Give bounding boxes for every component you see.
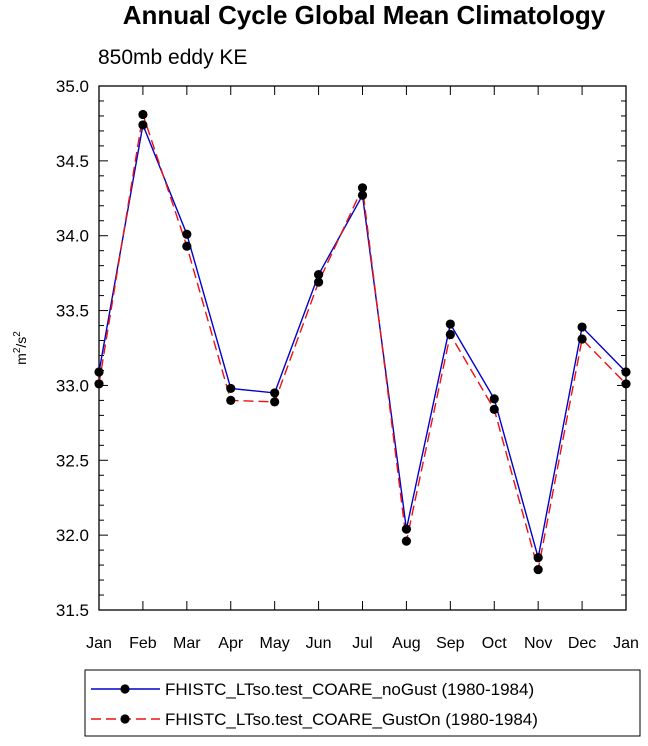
series-2-point xyxy=(182,241,192,251)
x-tick-label: Jan xyxy=(86,635,112,652)
series-1-point xyxy=(489,394,499,404)
series-1-point xyxy=(445,319,455,329)
chart-title: Annual Cycle Global Mean Climatology xyxy=(123,0,606,30)
x-tick-label: Jan xyxy=(613,635,639,652)
series-2-point xyxy=(94,379,104,389)
x-tick-label: Oct xyxy=(482,635,507,652)
legend-marker-1 xyxy=(120,684,130,694)
series-1-point xyxy=(621,367,631,377)
series-2-point xyxy=(138,109,148,120)
y-axis-label-exp2: 2 xyxy=(12,331,23,337)
series-1-point xyxy=(313,270,324,280)
y-axis-label-base: m xyxy=(13,353,29,365)
y-tick-label: 35.0 xyxy=(56,77,89,96)
series-1-point xyxy=(182,229,192,239)
x-tick-label: Jul xyxy=(352,635,372,652)
series-1-point xyxy=(138,120,148,130)
series-2-point xyxy=(489,404,499,414)
legend: FHISTC_LTso.test_COARE_noGust (1980-1984… xyxy=(84,669,641,737)
series-line-2 xyxy=(98,114,627,570)
y-tick-label: 31.5 xyxy=(56,601,89,620)
series-2-point xyxy=(357,183,368,193)
x-tick-label: Feb xyxy=(129,635,157,652)
series-1-point xyxy=(94,367,104,377)
chart-subtitle: 850mb eddy KE xyxy=(98,46,247,69)
series-2-point xyxy=(270,397,280,407)
series-1-point xyxy=(401,524,412,534)
x-tick-label: Jun xyxy=(306,635,332,652)
y-tick-label: 33.5 xyxy=(56,302,89,321)
x-tick-label: Apr xyxy=(218,635,244,652)
y-axis-label-exp1: 2 xyxy=(12,347,23,353)
series-2-point xyxy=(401,536,412,546)
x-tick-label: May xyxy=(260,635,290,652)
series-1-point xyxy=(226,383,236,394)
y-tick-label: 32.5 xyxy=(56,451,89,470)
y-tick-label: 32.0 xyxy=(56,526,89,545)
series-2-point xyxy=(445,329,455,340)
y-tick-label: 34.5 xyxy=(56,152,89,171)
plot-area: 31.5 32.0 32.5 33.0 33.5 34.0 34.5 35.0 Jan Feb Ma… xyxy=(56,77,639,652)
y-tick-label: 34.0 xyxy=(56,227,89,246)
legend-box xyxy=(84,669,641,737)
x-tick-label: Sep xyxy=(436,635,465,652)
series-1-point xyxy=(270,388,280,398)
x-tick-label: Nov xyxy=(524,635,552,652)
x-tick-label: Dec xyxy=(568,635,596,652)
plot-frame xyxy=(98,85,627,611)
y-axis-label-mid: /s xyxy=(13,337,29,348)
y-axis-label: m2/s2 xyxy=(12,331,29,365)
legend-label-2: FHISTC_LTso.test_COARE_GustOn (1980-1984… xyxy=(165,710,538,729)
series-1-point xyxy=(577,322,587,332)
svg-text:m2/s2: m2/s2 xyxy=(12,331,29,365)
series-2-point xyxy=(226,395,236,405)
series-2-point xyxy=(533,564,543,575)
series-1-point xyxy=(533,553,543,563)
x-tick-label: Aug xyxy=(392,635,420,652)
series-2-point xyxy=(621,379,631,389)
y-tick-label: 33.0 xyxy=(56,376,89,395)
legend-label-1: FHISTC_LTso.test_COARE_noGust (1980-1984… xyxy=(165,680,534,699)
x-tick-label: Mar xyxy=(173,635,201,652)
legend-marker-2 xyxy=(120,714,130,724)
series-1-point xyxy=(357,190,368,200)
series-2-point xyxy=(577,334,587,344)
series-2-point xyxy=(313,277,324,287)
